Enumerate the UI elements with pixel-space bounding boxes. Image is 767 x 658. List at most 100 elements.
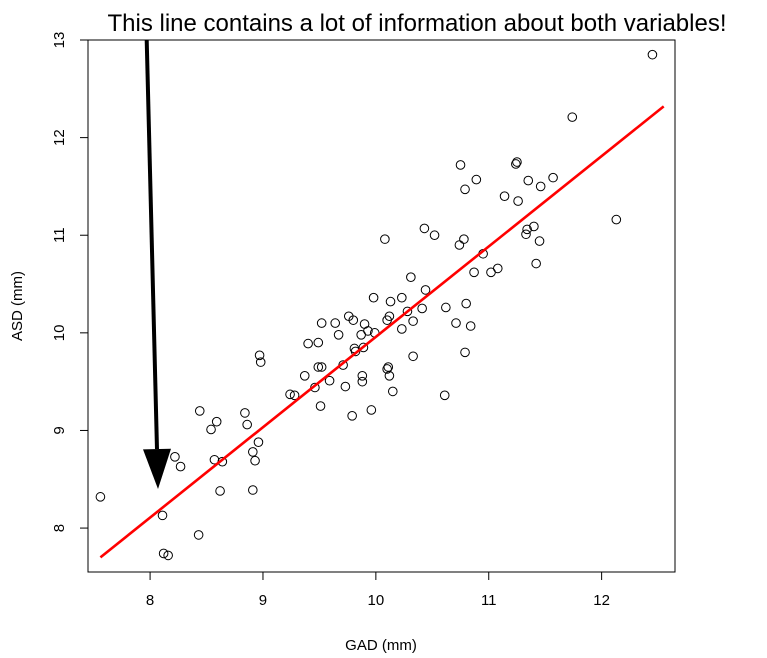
data-point (647, 49, 658, 60)
data-point (380, 234, 390, 244)
data-point (253, 437, 264, 447)
data-point (248, 447, 258, 457)
data-point (157, 510, 168, 521)
y-tick-label: 12 (51, 129, 68, 146)
data-point (454, 240, 465, 250)
y-tick-label: 13 (51, 32, 68, 49)
data-point (333, 329, 344, 340)
data-point (240, 408, 250, 418)
data-point (194, 406, 205, 416)
x-tick-label: 8 (146, 592, 154, 609)
arrow-shaft (144, 39, 159, 450)
data-point (465, 321, 476, 331)
y-tick-label: 11 (51, 227, 68, 243)
data-point (193, 530, 204, 540)
data-point (299, 370, 310, 381)
data-point (419, 223, 430, 234)
x-tick-label: 11 (481, 592, 497, 609)
data-point (513, 196, 523, 206)
data-point (340, 381, 351, 392)
data-point (206, 424, 216, 435)
data-point (531, 258, 541, 269)
data-point (567, 112, 578, 122)
data-point (350, 346, 361, 357)
data-point (363, 326, 373, 336)
y-tick-label: 9 (51, 426, 68, 434)
plot-frame (87, 39, 676, 573)
data-point (313, 362, 324, 372)
data-point (512, 157, 522, 167)
data-point (330, 318, 341, 328)
y-axis-label: ASD (mm) (9, 271, 26, 341)
data-point (451, 318, 461, 328)
data-point (289, 390, 300, 401)
data-point (254, 350, 265, 361)
data-point (175, 461, 186, 472)
data-point (408, 351, 418, 362)
data-point (158, 548, 169, 559)
data-point (313, 337, 324, 348)
data-point (461, 298, 471, 309)
data-point (368, 292, 379, 303)
data-point (420, 285, 431, 295)
chart-title: This line contains a lot of information … (107, 10, 726, 37)
data-point (523, 175, 534, 186)
x-tick-label: 12 (593, 592, 610, 609)
data-point (460, 184, 470, 195)
data-point (170, 452, 180, 462)
data-point (347, 411, 357, 421)
data-point (366, 405, 377, 415)
data-point (492, 263, 503, 274)
x-axis-label: GAD (mm) (345, 637, 417, 654)
data-point (469, 267, 479, 278)
data-point (324, 375, 335, 386)
data-point (471, 174, 482, 185)
data-point (387, 386, 398, 397)
data-points (95, 49, 658, 561)
data-point (522, 224, 532, 235)
data-point (521, 229, 531, 240)
data-point (285, 389, 295, 400)
data-point (499, 191, 510, 201)
data-point (439, 390, 450, 401)
data-point (397, 324, 407, 334)
data-point (611, 214, 622, 225)
y-tick-label: 8 (51, 524, 68, 532)
data-point (534, 236, 545, 246)
data-point (255, 357, 266, 367)
x-axis: 8 9 10 11 12 (146, 572, 610, 609)
arrow-head (143, 448, 171, 489)
data-point (459, 234, 469, 244)
data-point (385, 296, 396, 307)
y-tick-label: 10 (51, 325, 68, 342)
data-point (441, 302, 451, 313)
data-point (535, 181, 546, 192)
data-point (429, 230, 440, 241)
data-point (460, 347, 470, 358)
data-point (548, 172, 558, 183)
data-point (315, 401, 326, 411)
data-point (384, 370, 395, 381)
data-point (397, 292, 407, 303)
data-point (348, 315, 359, 325)
regression-line-group (99, 105, 665, 559)
data-point (406, 272, 416, 283)
data-point (455, 160, 466, 170)
data-point (248, 485, 258, 495)
data-point (303, 338, 313, 349)
data-point (529, 221, 539, 232)
data-point (417, 303, 427, 314)
data-point (316, 362, 327, 372)
y-axis: 8 9 10 11 12 13 (51, 32, 88, 532)
data-point (357, 370, 368, 381)
data-point (382, 364, 392, 374)
data-point (250, 455, 260, 466)
x-tick-label: 9 (259, 592, 267, 609)
data-point (95, 492, 106, 502)
annotation-arrow-group (143, 39, 171, 489)
data-point (211, 416, 222, 427)
data-point (358, 342, 369, 353)
data-point (242, 419, 252, 430)
data-point (511, 159, 521, 169)
